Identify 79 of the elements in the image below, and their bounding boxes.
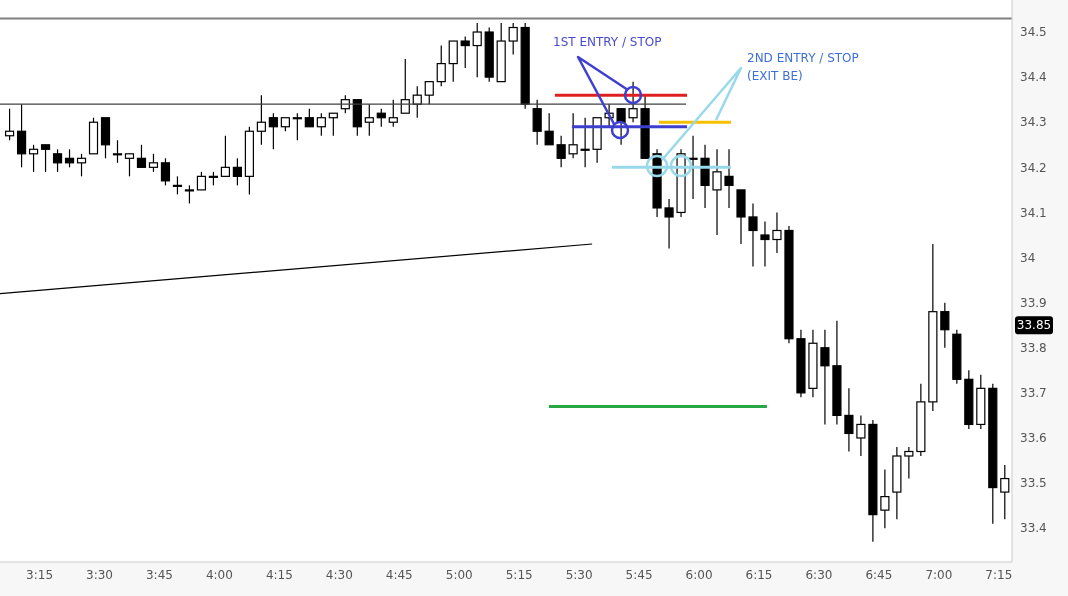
y-tick-label: 34.1 (1020, 205, 1047, 220)
candlestick (448, 40, 458, 83)
candlestick (124, 153, 135, 177)
x-tick-label: 6:00 (685, 567, 713, 582)
candlestick (664, 198, 674, 250)
x-tick-label: 5:00 (445, 567, 473, 582)
x-tick-label: 6:15 (745, 567, 773, 582)
candlestick (904, 446, 914, 480)
candlestick (628, 81, 638, 123)
candlestick (460, 35, 470, 69)
candlestick (880, 468, 890, 529)
candlestick (196, 171, 207, 191)
candlestick (544, 112, 554, 146)
x-tick-label: 6:30 (805, 567, 833, 582)
y-tick-label: 33.6 (1020, 431, 1047, 446)
candlestick (532, 99, 542, 146)
candlestick (760, 220, 770, 268)
y-tick-label: 33.9 (1020, 295, 1047, 310)
candlestick (580, 117, 590, 168)
candlestick (268, 112, 278, 150)
candlestick (844, 387, 854, 453)
candlestick (172, 175, 183, 195)
y-tick-label: 33.7 (1020, 386, 1047, 401)
candlestick (400, 58, 410, 114)
x-tick-label: 4:30 (325, 567, 353, 582)
x-tick-label: 5:30 (565, 567, 593, 582)
x-tick-label: 4:45 (385, 567, 413, 582)
candlestick (556, 135, 566, 168)
y-tick-label: 33.5 (1020, 476, 1047, 491)
candlestick (292, 112, 302, 141)
x-tick-label: 6:45 (865, 567, 893, 582)
candlestick (364, 103, 374, 137)
candlestick (1000, 464, 1010, 520)
x-tick-label: 3:45 (146, 567, 173, 582)
candlestick (724, 148, 734, 209)
candlestick (220, 135, 231, 177)
x-tick-label: 3:30 (86, 567, 113, 582)
y-tick-label: 33.8 (1020, 341, 1047, 356)
y-tick-label: 34 (1020, 250, 1036, 265)
x-tick-label: 5:45 (625, 567, 653, 582)
y-tick-label: 34.3 (1020, 115, 1047, 130)
candlestick (232, 157, 242, 186)
x-tick-label: 7:00 (925, 567, 953, 582)
candlestick (388, 99, 398, 128)
text: 33.85 (1016, 318, 1052, 333)
x-tick-label: 4:00 (205, 567, 233, 582)
candlestick (856, 414, 866, 457)
candlestick (472, 22, 482, 78)
candlestick (748, 202, 758, 268)
y-tick-label: 34.4 (1020, 70, 1047, 85)
y-tick-label: 34.5 (1020, 25, 1047, 40)
annotation: 2ND ENTRY / STOP (EXIT BE) (747, 51, 859, 83)
x-tick-label: 4:15 (265, 567, 293, 582)
candlestick (160, 157, 171, 186)
candlestick (820, 329, 830, 426)
x-tick-label: 3:15 (26, 567, 54, 582)
candlestick (148, 153, 159, 173)
candlestick (112, 139, 123, 164)
candlestick (16, 103, 27, 168)
candlestick (40, 144, 51, 173)
y-tick-label: 33.4 (1020, 521, 1047, 536)
candlestick (772, 211, 782, 254)
annotation: 1ST ENTRY / STOP (553, 35, 662, 49)
candlestick (568, 112, 578, 159)
candlestick (136, 144, 147, 168)
candlestick (256, 94, 266, 146)
candlestick (304, 108, 314, 128)
candlestick (616, 108, 626, 146)
x-tick-label: 7:15 (985, 567, 1013, 582)
candlestick (52, 148, 63, 173)
candlestick (424, 81, 434, 105)
x-tick-label: 5:15 (505, 567, 533, 582)
candlestick (940, 302, 950, 349)
candlestick (184, 184, 195, 205)
candlestick (508, 22, 518, 56)
candlestick (436, 44, 446, 87)
y-tick-label: 34.2 (1020, 160, 1047, 175)
candlestick (316, 112, 326, 137)
candlestick (712, 148, 722, 236)
